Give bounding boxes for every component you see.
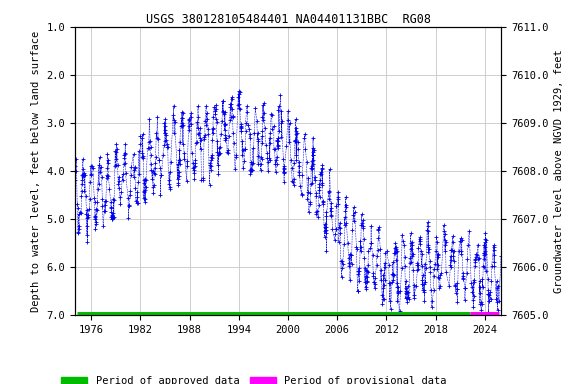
Legend: Period of approved data, Period of provisional data: Period of approved data, Period of provi… bbox=[57, 372, 451, 384]
Title: USGS 380128105484401 NA04401131BBC  RG08: USGS 380128105484401 NA04401131BBC RG08 bbox=[146, 13, 430, 26]
Y-axis label: Depth to water level, feet below land surface: Depth to water level, feet below land su… bbox=[31, 30, 41, 311]
Y-axis label: Groundwater level above NGVD 1929, feet: Groundwater level above NGVD 1929, feet bbox=[554, 49, 564, 293]
